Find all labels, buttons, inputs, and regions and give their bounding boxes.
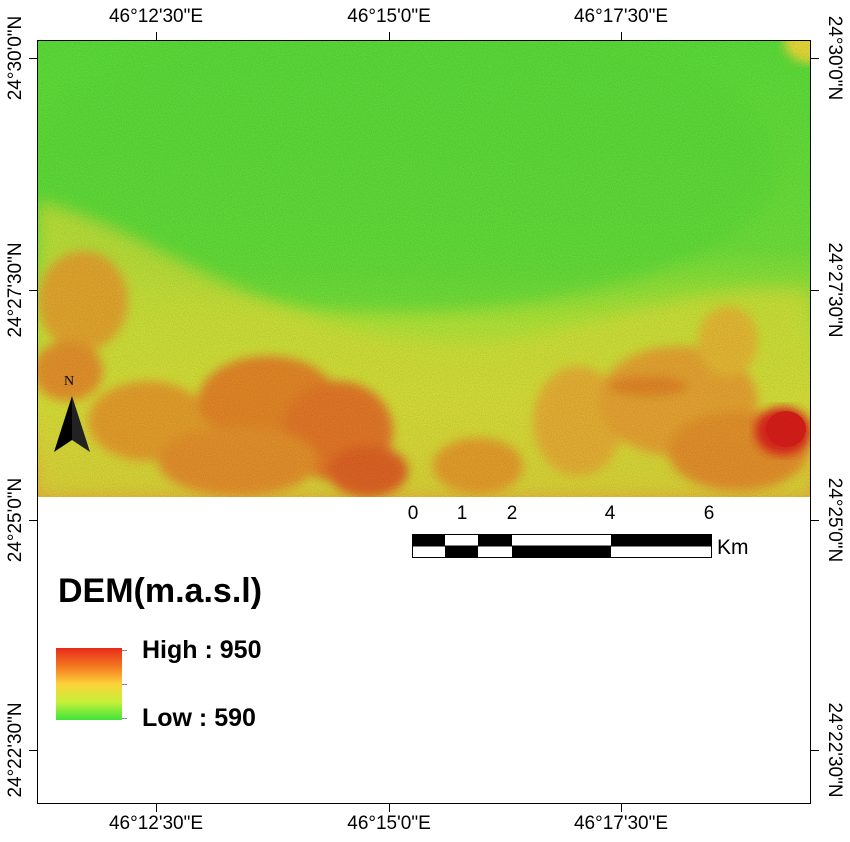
longitude-label-top: 46°12'30"E [108, 6, 204, 27]
legend-color-ramp [56, 648, 122, 720]
legend-low-label: Low : 590 [142, 704, 256, 732]
scale-label: 0 [407, 503, 419, 524]
left-tick [29, 520, 37, 521]
left-tick [29, 750, 37, 751]
legend-tick [122, 650, 127, 651]
scale-label: 6 [703, 503, 715, 524]
right-tick [811, 750, 819, 751]
top-tick [156, 32, 157, 40]
scale-label: 1 [456, 503, 468, 524]
top-tick [621, 32, 622, 40]
north-label: N [64, 374, 75, 389]
dem-raster [38, 41, 810, 497]
longitude-label-bottom: 46°15'0"E [347, 813, 431, 834]
longitude-label-bottom: 46°17'30"E [573, 813, 669, 834]
bottom-tick [389, 804, 390, 812]
right-tick [811, 520, 819, 521]
longitude-label-top: 46°17'30"E [573, 6, 669, 27]
bottom-tick [621, 804, 622, 812]
scale-unit: Km [717, 536, 749, 559]
longitude-label-top: 46°15'0"E [347, 6, 431, 27]
right-tick [811, 290, 819, 291]
north-arrow-icon [54, 396, 90, 452]
legend-tick [122, 718, 127, 719]
scale-label: 4 [604, 503, 616, 524]
scale-label: 2 [506, 503, 518, 524]
legend-high-label: High : 950 [142, 636, 262, 664]
left-tick [29, 58, 37, 59]
top-tick [389, 32, 390, 40]
longitude-label-bottom: 46°12'30"E [108, 813, 204, 834]
legend-title: DEM(m.a.s.l) [58, 572, 263, 610]
right-tick [811, 58, 819, 59]
left-tick [29, 290, 37, 291]
legend-tick [122, 684, 127, 685]
bottom-tick [156, 804, 157, 812]
scale-bar [412, 534, 712, 558]
